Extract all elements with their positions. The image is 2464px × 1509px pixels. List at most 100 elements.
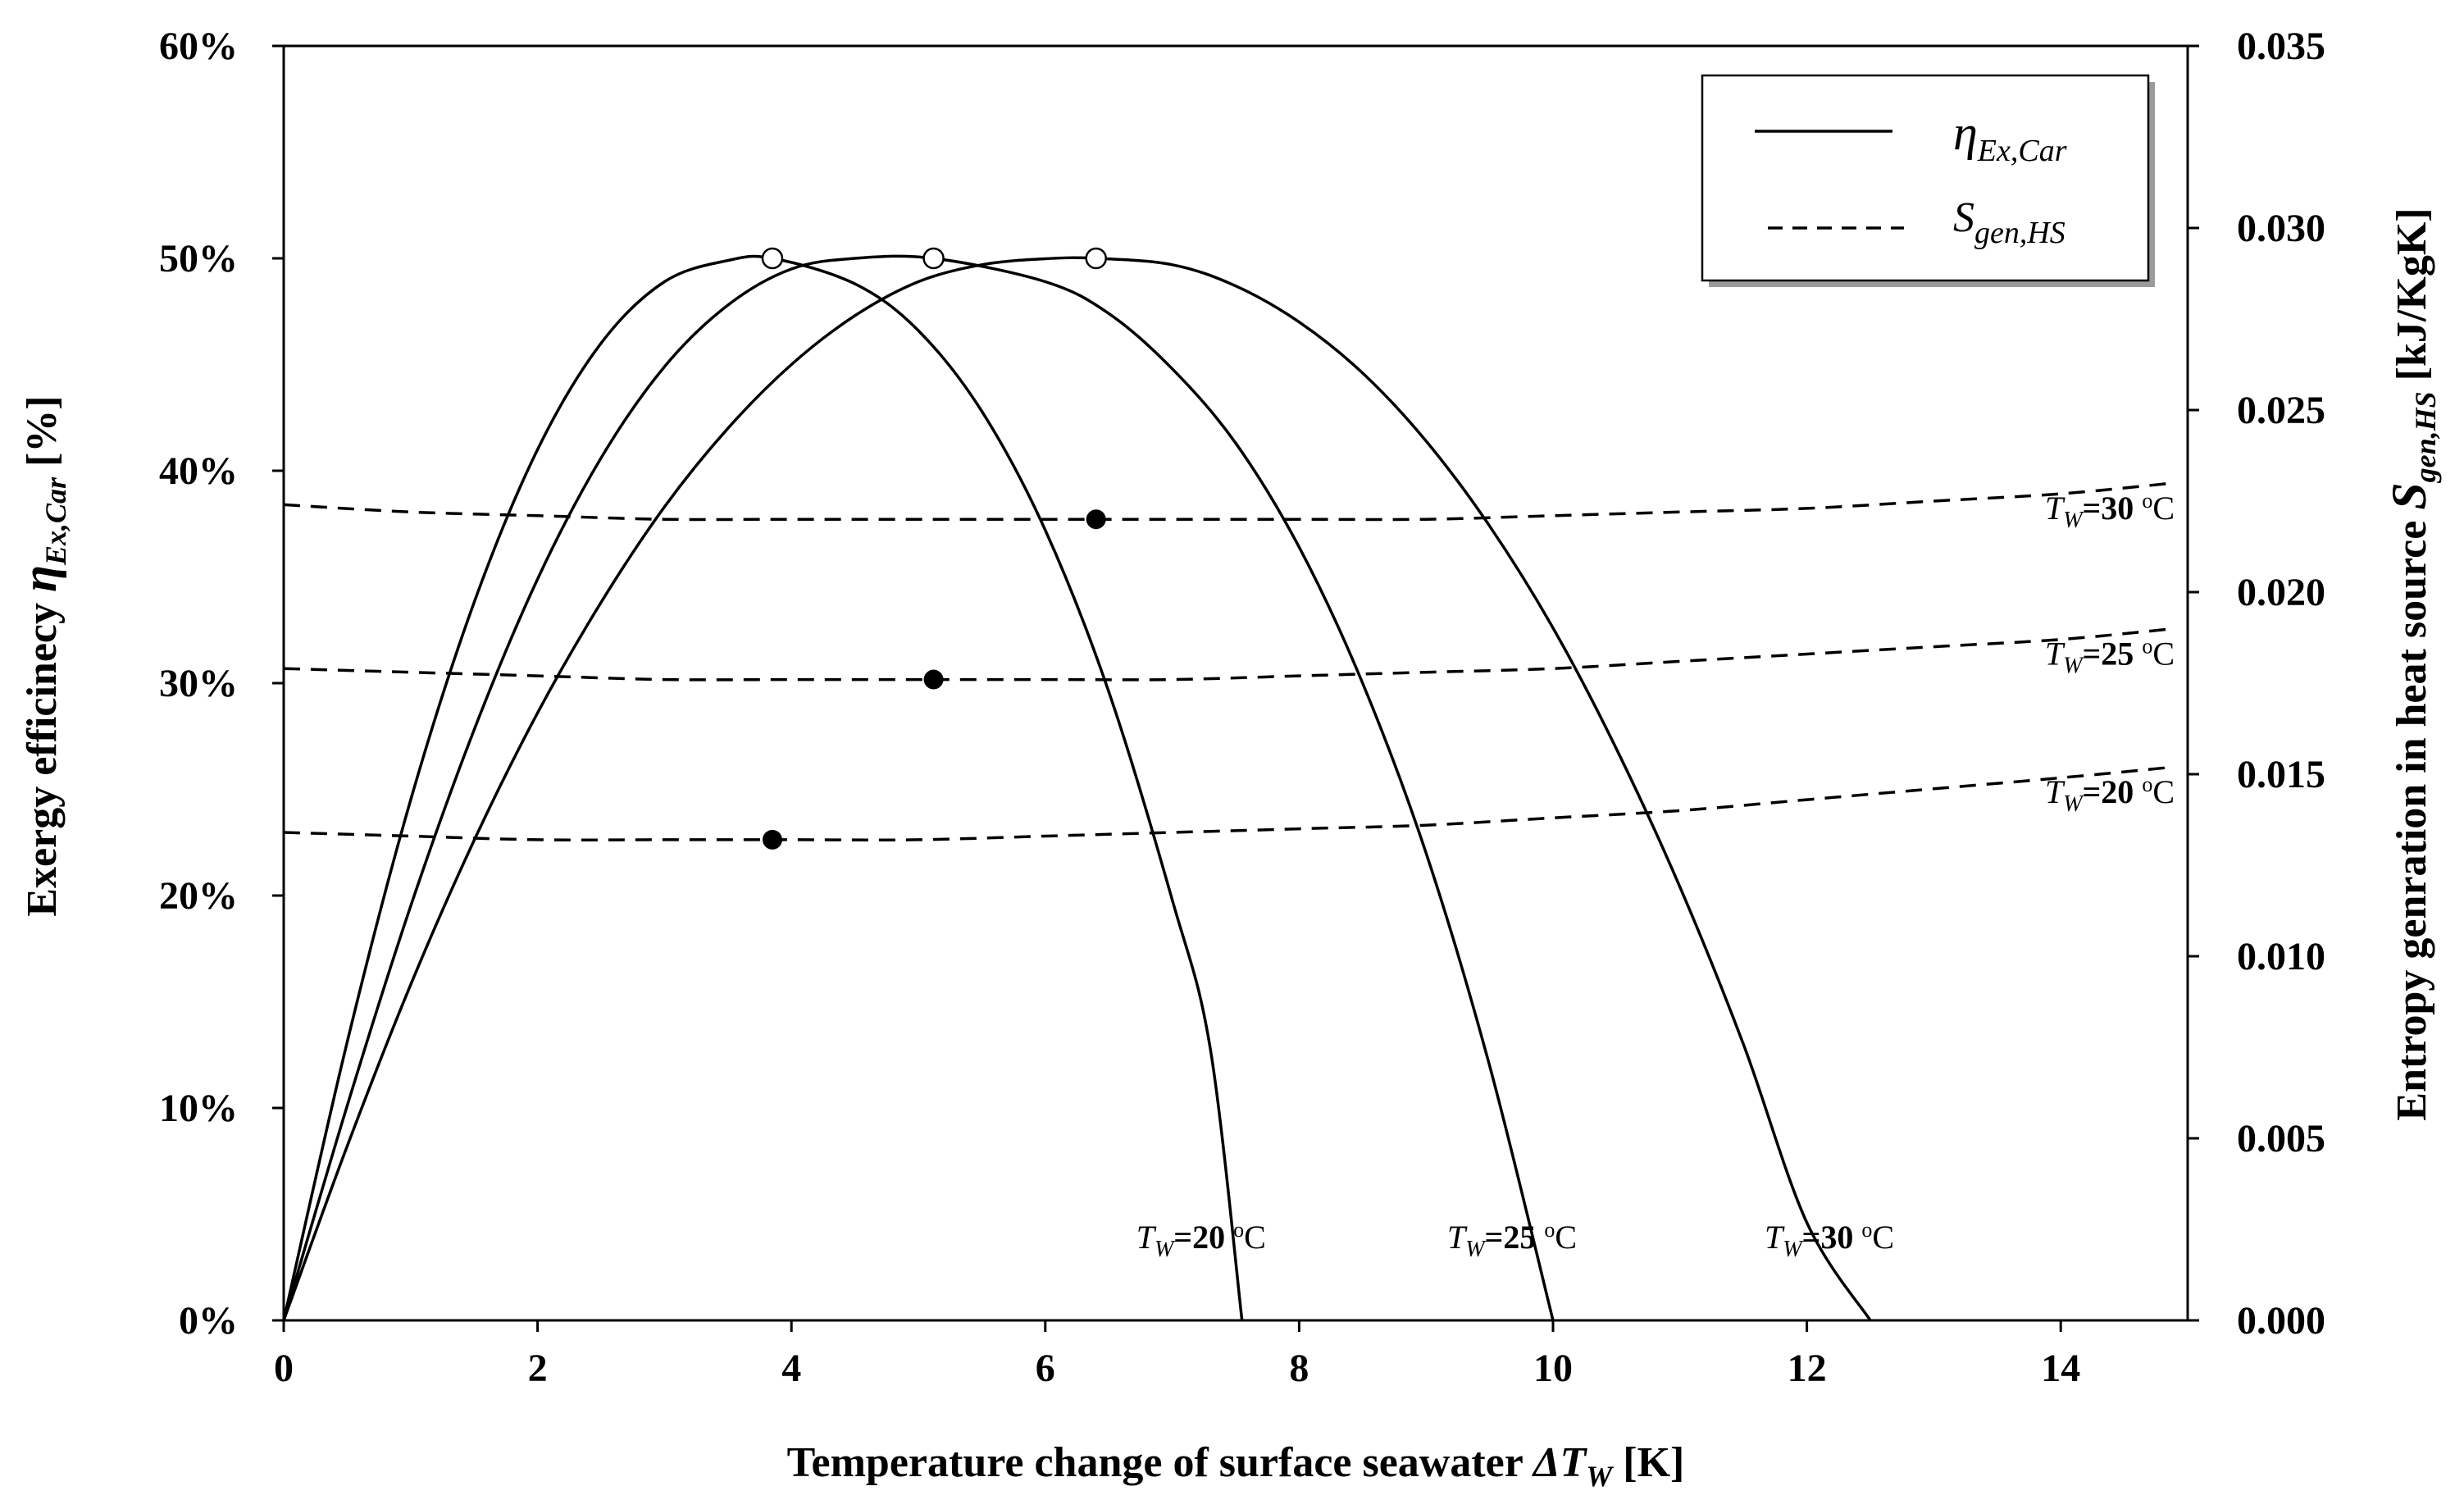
series-label-unit: C — [1872, 1219, 1894, 1256]
y-right-tick-label: 0.010 — [2237, 935, 2325, 978]
y-left-axis-title-symbol: η — [12, 565, 66, 592]
y-right-tick-label: 0.035 — [2237, 25, 2325, 68]
series-label-value: =30 — [2083, 490, 2143, 527]
series-label-sup: o — [1544, 1218, 1555, 1242]
y-right-axis-title-symbol: S — [2382, 482, 2436, 509]
y-right-axis-title-text: Entropy genration in heat source — [2389, 510, 2435, 1121]
series-label-prefix: T — [2045, 773, 2065, 810]
series-label: TW=30 oC — [1765, 1218, 1894, 1262]
y-left-tick-label: 10% — [159, 1087, 238, 1130]
series-label-value: =20 — [2083, 773, 2143, 810]
y-left-tick-label: 60% — [159, 25, 238, 68]
series-label-sub: W — [2063, 791, 2084, 817]
y-right-tick-label: 0.020 — [2237, 571, 2325, 614]
legend-label-entropy-symbol: S — [1953, 194, 1974, 241]
tick-labels: 0 2 4 6 8 10 12 14 0% 10% 20% 30% 40% 50% 60% 0.000 0.00… — [159, 25, 2325, 1390]
x-tick-label: 12 — [1788, 1347, 1827, 1390]
series-label-sub: W — [1783, 1237, 1804, 1262]
series-label-prefix: T — [2045, 635, 2065, 672]
y-left-tick-label: 50% — [159, 237, 238, 280]
y-right-tick-label: 0.030 — [2237, 207, 2325, 250]
series-line — [284, 765, 2175, 842]
x-tick-label: 0 — [274, 1347, 294, 1390]
series-label-value: =20 — [1173, 1219, 1233, 1256]
x-tick-label: 10 — [1533, 1347, 1573, 1390]
series-label-sub: W — [2063, 653, 2084, 678]
series-label-value: =30 — [1802, 1219, 1862, 1256]
y-right-tick-label: 0.000 — [2237, 1299, 2325, 1343]
series-label: TW=20 oC — [2045, 773, 2175, 817]
x-tick-label: 4 — [781, 1347, 801, 1390]
series-label-prefix: T — [1136, 1219, 1157, 1256]
series-label-sup: o — [2142, 773, 2152, 796]
entropy-marker — [1086, 509, 1106, 530]
series-line — [284, 481, 2175, 522]
series-label: TW=30 oC — [2045, 489, 2175, 533]
x-tick-label: 8 — [1289, 1347, 1309, 1390]
x-axis-title-sub: W — [1586, 1460, 1615, 1493]
series-line — [284, 256, 1872, 1320]
legend-label-entropy-sub: gen,HS — [1974, 216, 2065, 250]
entropy-marker — [762, 829, 782, 850]
y-left-tick-label: 30% — [159, 662, 238, 705]
x-axis-title-unit: [K] — [1612, 1439, 1684, 1486]
series-label-sub: W — [1465, 1237, 1487, 1262]
series-label-sub: W — [1155, 1237, 1176, 1262]
markers — [761, 247, 1107, 850]
y-right-axis-title-sub: gen,HS — [2409, 391, 2442, 483]
series-label-unit: C — [2152, 773, 2175, 810]
y-left-tick-label: 0% — [179, 1299, 238, 1343]
series-line — [284, 254, 1244, 1320]
series-label-prefix: T — [1765, 1219, 1785, 1256]
y-left-tick-label: 40% — [159, 449, 238, 493]
series-label: TW=25 oC — [1447, 1218, 1577, 1262]
x-tick-label: 6 — [1036, 1347, 1055, 1390]
legend-label-efficiency-symbol: η — [1953, 106, 1978, 160]
series-label-value: =25 — [1485, 1219, 1545, 1256]
legend-label-entropy: Sgen,HS — [1953, 194, 2065, 250]
series-label-prefix: T — [2045, 490, 2065, 527]
series-label-unit: C — [1244, 1219, 1266, 1256]
series-label-prefix: T — [1447, 1219, 1468, 1256]
legend-label-efficiency: ηEx,Car — [1953, 106, 2067, 168]
series-label-sup: o — [2142, 634, 2152, 658]
x-tick-label: 2 — [528, 1347, 548, 1390]
max-efficiency-marker — [1085, 247, 1107, 270]
max-efficiency-marker — [761, 247, 784, 270]
max-efficiency-marker — [922, 247, 945, 270]
series-label-unit: C — [2152, 635, 2175, 672]
series-label: TW=20 oC — [1136, 1218, 1266, 1262]
ticks — [272, 44, 2199, 1332]
y-left-axis-title-unit: [%] — [19, 395, 66, 477]
x-axis-title-text: Temperature change of surface seawater — [787, 1439, 1533, 1486]
curves — [284, 254, 2175, 1320]
series-label-sup: o — [1233, 1218, 1244, 1242]
x-axis-title-symbol: ΔT — [1532, 1439, 1588, 1486]
y-right-tick-label: 0.025 — [2237, 389, 2325, 432]
series-line — [284, 627, 2175, 682]
y-right-tick-label: 0.005 — [2237, 1117, 2325, 1160]
y-right-axis-title: Entropy genration in heat source Sgen,HS… — [2382, 207, 2442, 1120]
y-right-axis-title-unit: [kJ/KgK] — [2389, 207, 2435, 391]
legend-box — [1701, 74, 2150, 282]
series-label: TW=25 oC — [2045, 634, 2175, 678]
y-right-tick-label: 0.015 — [2237, 753, 2325, 796]
legend: ηEx,Car Sgen,HS — [1701, 74, 2155, 287]
series-line — [284, 254, 1555, 1320]
y-left-tick-label: 20% — [159, 874, 238, 918]
x-axis-title: Temperature change of surface seawater Δ… — [787, 1439, 1685, 1493]
entropy-marker — [923, 669, 944, 690]
series-label-sub: W — [2063, 508, 2084, 533]
series-label-value: =25 — [2083, 635, 2143, 672]
y-left-axis-title-sub: Ex,Car — [39, 476, 72, 566]
y-left-axis-title: Exergy efficinecy ηEx,Car [%] — [12, 395, 72, 916]
series-label-unit: C — [2152, 490, 2175, 527]
series-label-unit: C — [1555, 1219, 1577, 1256]
series-label-sup: o — [2142, 489, 2152, 513]
legend-label-efficiency-sub: Ex,Car — [1977, 134, 2067, 168]
series-label-sup: o — [1861, 1218, 1872, 1242]
y-left-axis-title-text: Exergy efficinecy — [19, 592, 66, 917]
x-tick-label: 14 — [2041, 1347, 2080, 1390]
